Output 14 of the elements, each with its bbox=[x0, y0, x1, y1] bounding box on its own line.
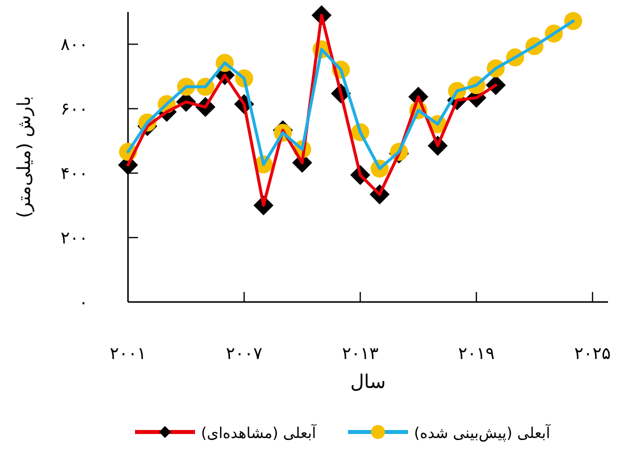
xtick: ۲۰۱۹ bbox=[458, 344, 495, 364]
x-axis-title: سال bbox=[350, 371, 386, 393]
ytick: ۰ bbox=[78, 293, 88, 313]
ytick: ۲۰۰ bbox=[60, 228, 88, 249]
y-axis-title: بارش (میلی‌متر) bbox=[14, 96, 35, 218]
ytick: ۶۰۰ bbox=[60, 100, 88, 120]
xtick: ۲۰۰۱ bbox=[110, 344, 146, 364]
ytick: ۴۰۰ bbox=[60, 164, 88, 184]
xtick: ۲۰۲۵ bbox=[574, 344, 611, 364]
xtick: ۲۰۰۷ bbox=[226, 344, 262, 364]
legend-label: آبعلی (پیش‌بینی شده) bbox=[414, 423, 551, 442]
xtick: ۲۰۱۳ bbox=[342, 344, 379, 364]
legend-label: آبعلی (مشاهده‌ای) bbox=[201, 423, 317, 442]
ytick: ۸۰۰ bbox=[60, 35, 88, 56]
